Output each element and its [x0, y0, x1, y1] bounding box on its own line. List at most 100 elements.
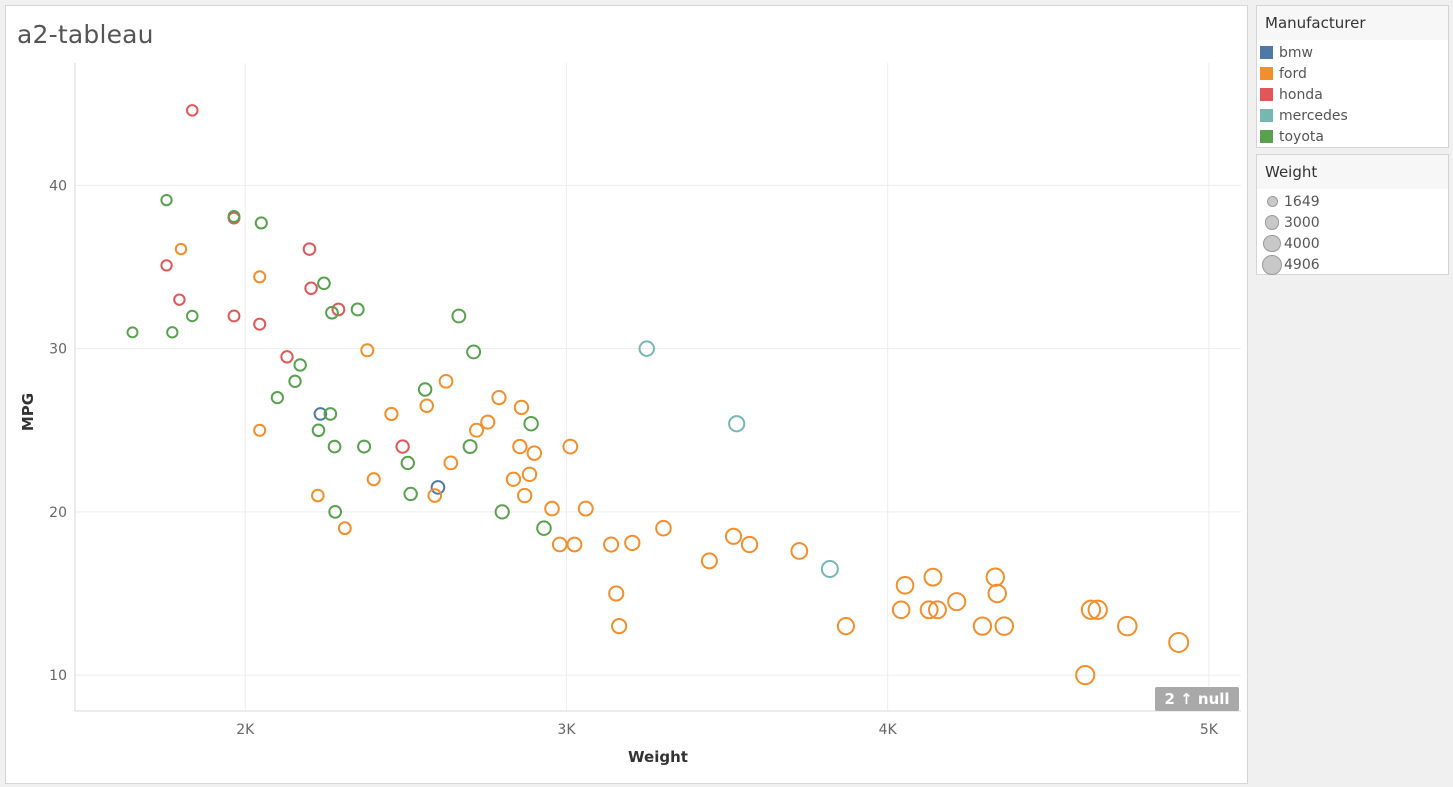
data-point-ford[interactable] — [491, 390, 507, 406]
data-point-ford[interactable] — [174, 242, 188, 256]
data-point-mercedes[interactable] — [728, 415, 746, 433]
data-point-ford[interactable] — [919, 600, 939, 620]
weight-legend[interactable]: Weight 1649 3000 4000 4906 — [1256, 154, 1449, 275]
data-point-ford[interactable] — [603, 536, 620, 553]
data-point-honda[interactable] — [173, 293, 186, 306]
data-point-toyota[interactable] — [462, 439, 478, 455]
data-point-toyota[interactable] — [126, 326, 139, 339]
weight-legend-item[interactable]: 4000 — [1257, 233, 1448, 254]
data-point-ford[interactable] — [438, 373, 454, 389]
data-point-honda[interactable] — [185, 104, 199, 117]
manufacturer-legend-item[interactable]: mercedes — [1257, 105, 1448, 126]
data-point-ford[interactable] — [384, 406, 399, 422]
data-point-ford[interactable] — [427, 488, 443, 503]
weight-legend-item[interactable]: 1649 — [1257, 191, 1448, 212]
data-point-ford[interactable] — [480, 414, 496, 430]
data-point-ford[interactable] — [526, 445, 543, 461]
data-point-ford[interactable] — [1168, 631, 1190, 653]
manufacturer-legend-item[interactable]: honda — [1257, 84, 1448, 105]
data-point-ford[interactable] — [987, 583, 1007, 604]
data-point-ford[interactable] — [947, 592, 967, 612]
manufacturer-legend-item[interactable]: toyota — [1257, 126, 1448, 147]
data-point-toyota[interactable] — [254, 216, 268, 230]
data-point-ford[interactable] — [985, 567, 1005, 587]
data-point-toyota[interactable] — [536, 520, 552, 536]
data-point-ford[interactable] — [419, 398, 434, 414]
data-point-toyota[interactable] — [227, 209, 241, 223]
data-point-honda[interactable] — [280, 350, 294, 364]
data-point-ford[interactable] — [1075, 664, 1096, 686]
data-point-ford[interactable] — [521, 466, 538, 483]
scatter-plot[interactable]: 2K 3K 4K 5K 10 20 30 40 Weight MPG — [6, 6, 1247, 783]
data-point-ford[interactable] — [994, 616, 1015, 636]
data-point-ford[interactable] — [836, 617, 855, 636]
data-point-honda[interactable] — [160, 259, 173, 272]
data-point-ford[interactable] — [624, 534, 641, 552]
manufacturer-legend-item[interactable]: bmw — [1257, 42, 1448, 63]
data-point-ford[interactable] — [1087, 599, 1108, 620]
data-point-toyota[interactable] — [160, 193, 173, 207]
data-point-toyota[interactable] — [350, 302, 365, 317]
data-point-honda[interactable] — [253, 317, 267, 331]
data-point-ford[interactable] — [253, 270, 267, 284]
data-point-honda[interactable] — [302, 242, 317, 256]
data-point-ford[interactable] — [360, 343, 375, 358]
data-point-ford[interactable] — [366, 472, 381, 487]
data-point-toyota[interactable] — [494, 504, 510, 520]
data-point-ford[interactable] — [700, 552, 718, 570]
weight-legend-item[interactable]: 4906 — [1257, 254, 1448, 275]
data-point-toyota[interactable] — [466, 344, 482, 360]
data-point-ford[interactable] — [443, 455, 459, 471]
data-point-honda[interactable] — [331, 302, 346, 317]
data-point-ford[interactable] — [512, 438, 528, 455]
data-point-ford[interactable] — [790, 542, 809, 560]
data-point-toyota[interactable] — [270, 390, 284, 405]
data-point-toyota[interactable] — [311, 423, 326, 438]
data-point-toyota[interactable] — [288, 374, 302, 388]
manufacturer-legend-item[interactable]: ford — [1257, 63, 1448, 84]
data-point-ford[interactable] — [513, 399, 530, 416]
data-point-toyota[interactable] — [325, 305, 339, 320]
data-point-ford[interactable] — [608, 585, 625, 602]
data-point-ford[interactable] — [891, 600, 911, 620]
data-point-ford[interactable] — [469, 422, 484, 438]
data-point-ford[interactable] — [611, 618, 628, 635]
data-point-ford[interactable] — [517, 487, 533, 504]
data-point-toyota[interactable] — [317, 276, 331, 291]
data-point-ford[interactable] — [562, 438, 579, 455]
data-point-toyota[interactable] — [403, 486, 418, 502]
data-point-toyota[interactable] — [417, 382, 433, 397]
data-point-bmw[interactable] — [313, 407, 328, 421]
data-point-honda[interactable] — [304, 281, 318, 296]
data-point-ford[interactable] — [1080, 599, 1102, 620]
data-point-mercedes[interactable] — [820, 559, 839, 578]
data-point-ford[interactable] — [311, 488, 325, 503]
null-indicator[interactable]: 2 ↑ null — [1155, 687, 1239, 711]
data-point-toyota[interactable] — [185, 309, 199, 323]
data-point-ford[interactable] — [724, 527, 743, 545]
data-point-toyota[interactable] — [327, 439, 342, 454]
data-point-ford[interactable] — [927, 600, 947, 620]
data-point-toyota[interactable] — [400, 455, 415, 471]
data-point-ford[interactable] — [740, 535, 759, 554]
data-point-honda[interactable] — [227, 309, 241, 323]
data-point-ford[interactable] — [923, 567, 943, 587]
data-point-toyota[interactable] — [523, 416, 539, 432]
data-point-ford[interactable] — [566, 536, 583, 553]
data-point-toyota[interactable] — [166, 326, 179, 339]
data-point-ford[interactable] — [544, 500, 560, 517]
data-point-toyota[interactable] — [293, 358, 307, 372]
data-point-ford[interactable] — [577, 500, 594, 517]
data-point-toyota[interactable] — [357, 439, 372, 454]
data-point-honda[interactable] — [395, 439, 410, 454]
data-point-mercedes[interactable] — [638, 340, 655, 357]
data-point-toyota[interactable] — [323, 407, 338, 421]
weight-legend-item[interactable]: 3000 — [1257, 212, 1448, 233]
data-point-bmw[interactable] — [430, 480, 446, 495]
data-point-ford[interactable] — [551, 536, 568, 553]
marks[interactable] — [126, 104, 1190, 686]
manufacturer-legend[interactable]: Manufacturer bmw ford honda mercedes toyota — [1256, 5, 1449, 148]
data-point-ford[interactable] — [972, 616, 993, 636]
data-point-ford[interactable] — [253, 423, 267, 437]
data-point-toyota[interactable] — [328, 504, 343, 519]
